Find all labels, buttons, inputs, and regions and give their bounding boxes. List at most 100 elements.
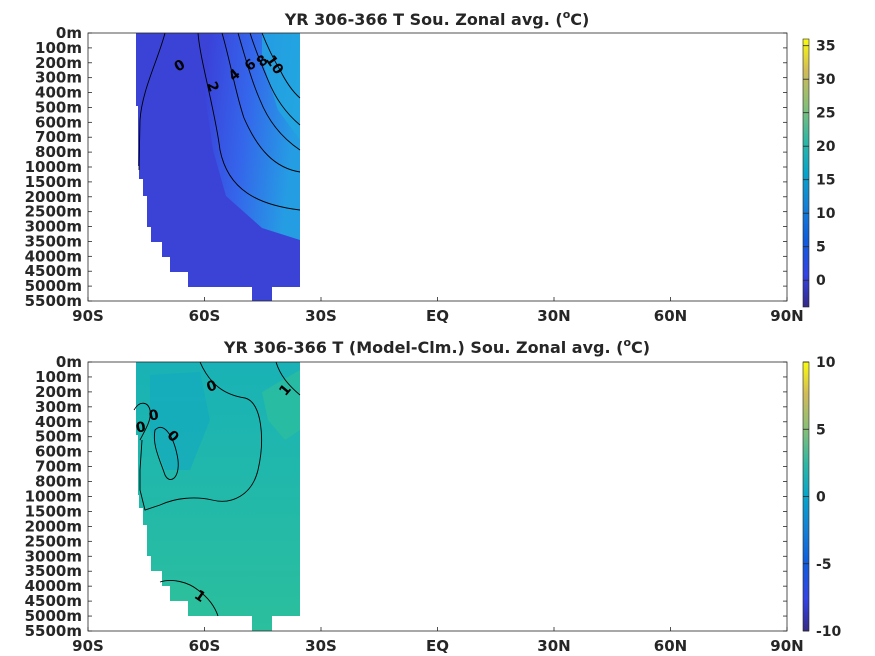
colorbar-tick-label: 0 xyxy=(816,490,826,506)
y-tick-label: 4000m xyxy=(25,247,82,265)
colorbar-tick-label: 35 xyxy=(816,39,835,55)
y-tick-label: 100m xyxy=(35,368,82,386)
contour-10 xyxy=(261,32,301,99)
y-tick-label: 800m xyxy=(35,143,82,161)
warm-anomaly-patch xyxy=(262,370,300,440)
contours xyxy=(133,361,301,617)
y-tick-label: 3000m xyxy=(25,218,82,236)
contour-label: 0 xyxy=(135,419,148,436)
y-tick-label: 500m xyxy=(35,428,82,446)
x-tick-label: 90N xyxy=(770,637,803,655)
y-tick-label: 400m xyxy=(35,413,82,431)
y-tick-label: 2500m xyxy=(25,532,82,550)
colorbar-tick-label: 30 xyxy=(816,72,836,88)
y-tick-label: 0m xyxy=(56,353,82,371)
anomaly-field xyxy=(136,362,300,631)
colorbar: 35 30 25 20 15 10 5 0 xyxy=(802,38,836,308)
x-tick-label: 30S xyxy=(305,637,337,655)
panel-title: YR 306-366 T Sou. Zonal avg. (oC) xyxy=(284,8,590,29)
y-tick-label: 1000m xyxy=(25,488,82,506)
y-tick-label: 3500m xyxy=(25,232,82,250)
warmest-region xyxy=(262,33,300,140)
colorbar-tick-label: 15 xyxy=(816,173,835,189)
y-axis: 0m100m200m300m400m500m600m700m800m1000m1… xyxy=(25,353,787,640)
y-axis: 0m100m200m300m400m500m600m700m800m1000m1… xyxy=(25,24,787,310)
y-tick-label: 4000m xyxy=(25,577,82,595)
contour-label: 0 xyxy=(148,407,161,424)
y-tick-label: 600m xyxy=(35,113,82,131)
contour-4 xyxy=(221,32,301,173)
x-tick-label: 60N xyxy=(654,307,687,325)
y-tick-label: 4500m xyxy=(25,262,82,280)
x-tick-label: EQ xyxy=(426,637,449,655)
x-tick-label: 90S xyxy=(72,307,104,325)
y-tick-label: 300m xyxy=(35,398,82,416)
y-tick-label: 5000m xyxy=(25,277,82,295)
y-tick-label: 1500m xyxy=(25,502,82,520)
contours xyxy=(138,32,301,211)
warm-anomaly-patch xyxy=(170,582,212,616)
panel-temperature: YR 306-366 T Sou. Zonal avg. (oC) 0 2 4 … xyxy=(25,8,836,325)
contour-0-left xyxy=(133,402,151,441)
colorbar-tick-label: 10 xyxy=(816,206,836,222)
y-tick-label: 1500m xyxy=(25,173,82,191)
y-tick-label: 100m xyxy=(35,39,82,57)
colorbar-tick-label: -10 xyxy=(816,624,842,640)
y-tick-label: 400m xyxy=(35,84,82,102)
colorbar-tick-label: 10 xyxy=(816,355,836,371)
x-tick-label: 60S xyxy=(189,637,221,655)
x-axis: 90S 60S 30S EQ 30N 60N 90N xyxy=(72,627,804,655)
y-tick-label: 5500m xyxy=(25,292,82,310)
cool-anomaly-patch xyxy=(150,372,210,470)
colorbar-tick-label: 5 xyxy=(816,240,826,256)
contour-1-top xyxy=(275,361,301,396)
colorbar-tick-label: 5 xyxy=(816,422,826,438)
contour-0-inner xyxy=(153,427,179,480)
x-tick-label: 90N xyxy=(770,307,803,325)
y-tick-label: 700m xyxy=(35,128,82,146)
colorbar-ticks: 10 5 0 -5 -10 xyxy=(803,355,842,640)
contour-6 xyxy=(237,32,301,151)
y-tick-label: 4500m xyxy=(25,592,82,610)
x-tick-label: 30N xyxy=(537,307,570,325)
colorbar: 10 5 0 -5 -10 xyxy=(802,355,842,640)
y-tick-label: 5500m xyxy=(25,622,82,640)
contour-0 xyxy=(139,361,262,511)
x-tick-label: 60N xyxy=(654,637,687,655)
colorbar-ticks: 35 30 25 20 15 10 5 0 xyxy=(803,39,836,289)
x-tick-label: 60S xyxy=(189,307,221,325)
y-tick-label: 500m xyxy=(35,98,82,116)
x-tick-label: 30S xyxy=(305,307,337,325)
y-tick-label: 700m xyxy=(35,458,82,476)
panel-title: YR 306-366 T (Model-Clm.) Sou. Zonal avg… xyxy=(223,336,650,357)
y-tick-label: 300m xyxy=(35,69,82,87)
x-tick-label: EQ xyxy=(426,307,449,325)
y-tick-label: 1000m xyxy=(25,158,82,176)
y-tick-label: 200m xyxy=(35,383,82,401)
y-tick-label: 3500m xyxy=(25,562,82,580)
x-tick-label: 30N xyxy=(537,637,570,655)
y-tick-label: 2000m xyxy=(25,517,82,535)
temperature-field xyxy=(136,33,300,301)
colorbar-tick-label: 0 xyxy=(816,273,826,289)
colorbar-tick-label: -5 xyxy=(816,557,832,573)
y-tick-label: 600m xyxy=(35,443,82,461)
y-tick-label: 200m xyxy=(35,54,82,72)
y-tick-label: 3000m xyxy=(25,547,82,565)
y-tick-label: 5000m xyxy=(25,607,82,625)
colorbar-gradient xyxy=(802,38,810,308)
contour-1-bottom xyxy=(159,579,219,617)
y-tick-label: 0m xyxy=(56,24,82,42)
colorbar-tick-label: 20 xyxy=(816,139,836,155)
contour-8 xyxy=(249,32,301,126)
panel-anomaly: YR 306-366 T (Model-Clm.) Sou. Zonal avg… xyxy=(25,336,842,655)
x-tick-label: 90S xyxy=(72,637,104,655)
y-tick-label: 800m xyxy=(35,473,82,491)
colorbar-tick-label: 25 xyxy=(816,106,835,122)
y-tick-label: 2500m xyxy=(25,203,82,221)
x-axis: 90S 60S 30S EQ 30N 60N 90N xyxy=(72,297,804,325)
y-tick-label: 2000m xyxy=(25,188,82,206)
contour-2 xyxy=(197,32,301,211)
contour-0 xyxy=(138,32,166,171)
